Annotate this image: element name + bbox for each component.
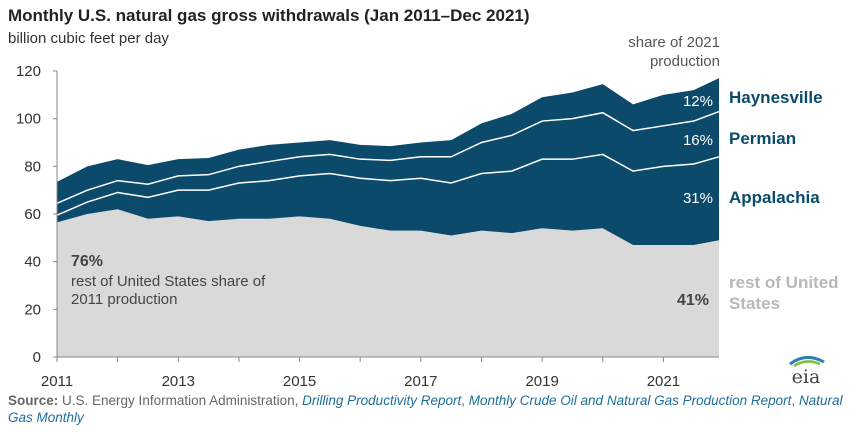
- x-tick-label: 2011: [41, 373, 73, 390]
- eia-logo-icon: eia: [789, 356, 825, 388]
- y-tick-label: 80: [24, 158, 41, 175]
- x-tick-label: 2013: [162, 373, 195, 390]
- x-tick-label: 2021: [647, 373, 680, 390]
- source-agency: U.S. Energy Information Administration,: [62, 393, 299, 408]
- source-sep-2: ,: [791, 393, 796, 408]
- legend-rest-of-us: rest of United States: [729, 273, 839, 313]
- share-label-appalachia: 31%: [683, 190, 713, 207]
- source-link-dpr[interactable]: Drilling Productivity Report: [302, 393, 462, 408]
- divider-line-permian: [56, 110, 720, 204]
- y-axis: 0 20 40 60 80 100 120: [16, 63, 58, 366]
- share-labels: 12% 16% 31%: [683, 93, 713, 207]
- y-tick-label: 60: [24, 206, 41, 223]
- legend-appalachia: Appalachia: [729, 188, 820, 207]
- x-tick-label: 2017: [404, 373, 437, 390]
- share-label-rest: 41%: [677, 292, 710, 309]
- eia-logo-text: eia: [792, 366, 821, 388]
- share-note: share of 2021 production: [628, 34, 720, 70]
- y-tick-label: 20: [24, 301, 41, 318]
- x-axis: 2011 2013 2015 2017 2019 2021: [41, 356, 719, 390]
- x-tick-label: 2019: [525, 373, 558, 390]
- source-sep-1: ,: [461, 393, 465, 408]
- share-label-haynesville: 12%: [683, 93, 713, 110]
- area-layers: [56, 78, 720, 357]
- area-rest-of-united-states: [57, 209, 719, 357]
- legend-haynesville: Haynesville: [729, 88, 823, 107]
- divider-line-appalachia: [56, 153, 720, 216]
- area-permian: [57, 111, 719, 216]
- x-tick-label: 2015: [283, 373, 316, 390]
- chart-title: Monthly U.S. natural gas gross withdrawa…: [8, 6, 530, 25]
- chart-subtitle: billion cubic feet per day: [8, 30, 169, 47]
- area-haynesville: [57, 78, 719, 204]
- source-note: Source: U.S. Energy Information Administ…: [8, 392, 848, 426]
- y-tick-label: 40: [24, 254, 41, 271]
- share-label-permian: 16%: [683, 132, 713, 149]
- annotation-2011-text: rest of United States share of 2011 prod…: [71, 273, 266, 308]
- y-tick-label: 120: [16, 63, 41, 80]
- area-appalachia: [57, 154, 719, 245]
- source-link-ngm[interactable]: Natural Gas Monthly: [8, 393, 843, 425]
- source-label: Source:: [8, 393, 59, 408]
- source-link-monthly-report[interactable]: Monthly Crude Oil and Natural Gas Produc…: [468, 393, 792, 408]
- y-tick-label: 100: [16, 111, 41, 128]
- y-tick-label: 0: [33, 349, 41, 366]
- legend-permian: Permian: [729, 129, 797, 148]
- annotation-2011-percent: 76%: [71, 253, 104, 270]
